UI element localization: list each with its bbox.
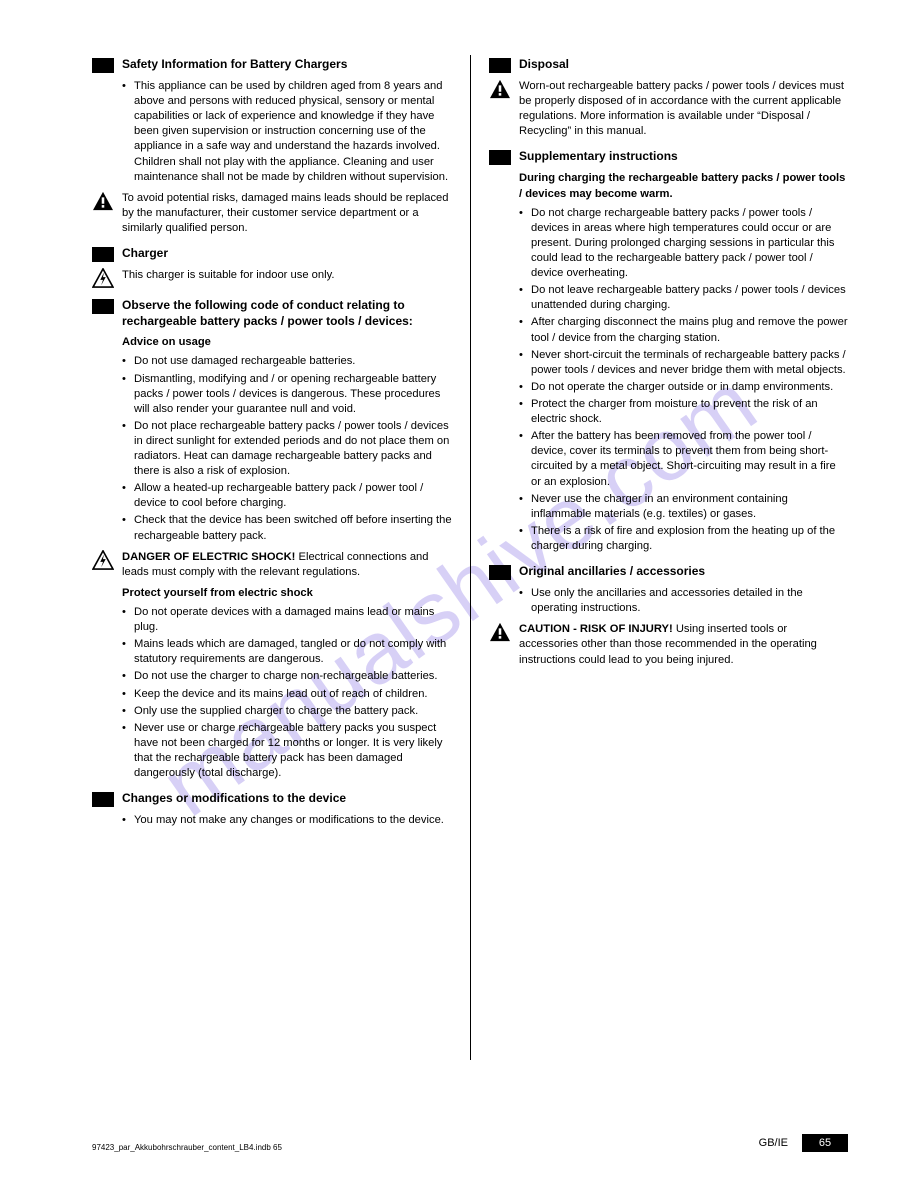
heading-text: Charger xyxy=(122,246,168,262)
caution-text: CAUTION - RISK OF INJURY! Using inserted… xyxy=(519,622,848,667)
page-footer: GB/IE 65 xyxy=(759,1134,848,1152)
warning-icon xyxy=(489,79,511,99)
list-item: Do not place rechargeable battery packs … xyxy=(122,419,452,479)
heading-battery-charger-safety: Safety Information for Battery Chargers xyxy=(92,57,452,73)
heading-text: Original ancillaries / accessories xyxy=(519,564,705,580)
list-item: There is a risk of fire and explosion fr… xyxy=(519,524,848,554)
voltage-text: This charger is suitable for indoor use … xyxy=(122,268,452,283)
heading-accessories: Original ancillaries / accessories xyxy=(489,564,848,580)
heading-conduct: Observe the following code of conduct re… xyxy=(92,298,452,329)
caution-label: CAUTION - RISK OF INJURY! xyxy=(519,623,673,635)
list-usage: Do not use damaged rechargeable batterie… xyxy=(122,354,452,543)
heading-marker xyxy=(489,58,511,73)
list-item: This appliance can be used by children a… xyxy=(122,79,452,185)
heading-supplementary: Supplementary instructions xyxy=(489,149,848,165)
list-item: Mains leads which are damaged, tangled o… xyxy=(122,637,452,667)
heading-modifications: Changes or modifications to the device xyxy=(92,791,452,807)
list-item: Never short-circuit the terminals of rec… xyxy=(519,348,848,378)
warning-icon xyxy=(92,191,114,211)
list-item: Check that the device has been switched … xyxy=(122,513,452,543)
advice-usage: Advice on usage xyxy=(122,335,452,350)
list-item: Allow a heated-up rechargeable battery p… xyxy=(122,481,452,511)
advice-shock: Protect yourself from electric shock xyxy=(122,586,452,601)
list-item: After the battery has been removed from … xyxy=(519,429,848,489)
list-item: You may not make any changes or modifica… xyxy=(122,813,452,828)
list-item: Never use or charge rechargeable battery… xyxy=(122,721,452,781)
caution-row: CAUTION - RISK OF INJURY! Using inserted… xyxy=(489,622,848,667)
list-item: Dismantling, modifying and / or opening … xyxy=(122,372,452,417)
list-item: Keep the device and its mains lead out o… xyxy=(122,687,452,702)
heading-text: Safety Information for Battery Chargers xyxy=(122,57,347,73)
list-item: Do not use the charger to charge non-rec… xyxy=(122,669,452,684)
voltage-danger-text: DANGER OF ELECTRIC SHOCK! Electrical con… xyxy=(122,550,452,580)
warning-disposal-row: Worn-out rechargeable battery packs / po… xyxy=(489,79,848,139)
list-item: Do not leave rechargeable battery packs … xyxy=(519,283,848,313)
danger-label: DANGER OF ELECTRIC SHOCK! xyxy=(122,551,295,563)
heading-marker xyxy=(92,792,114,807)
voltage-danger-row: DANGER OF ELECTRIC SHOCK! Electrical con… xyxy=(92,550,452,580)
heading-text: Observe the following code of conduct re… xyxy=(122,298,452,329)
subhead-charging-warm: During charging the rechargeable battery… xyxy=(519,171,848,201)
warning-text: To avoid potential risks, damaged mains … xyxy=(122,191,452,236)
doc-id: 97423_par_Akkubohrschrauber_content_LB4.… xyxy=(92,1143,282,1152)
list-item: Do not operate the charger outside or in… xyxy=(519,380,848,395)
footer-lang: GB/IE xyxy=(759,1137,788,1149)
heading-marker xyxy=(489,150,511,165)
heading-marker xyxy=(92,58,114,73)
voltage-icon xyxy=(92,268,114,288)
left-column: Safety Information for Battery Chargers … xyxy=(92,55,470,1060)
page-content: Safety Information for Battery Chargers … xyxy=(0,0,918,1100)
heading-charger: Charger xyxy=(92,246,452,262)
list-safety-info: This appliance can be used by children a… xyxy=(122,79,452,185)
voltage-icon xyxy=(92,550,114,570)
heading-text: Supplementary instructions xyxy=(519,149,678,165)
heading-text: Changes or modifications to the device xyxy=(122,791,346,807)
heading-disposal: Disposal xyxy=(489,57,848,73)
list-shock: Do not operate devices with a damaged ma… xyxy=(122,605,452,781)
heading-marker xyxy=(92,247,114,262)
heading-marker xyxy=(489,565,511,580)
list-accessories: Use only the ancillaries and accessories… xyxy=(519,586,848,616)
list-mod: You may not make any changes or modifica… xyxy=(122,813,452,828)
list-item: Do not charge rechargeable battery packs… xyxy=(519,206,848,282)
list-item: Use only the ancillaries and accessories… xyxy=(519,586,848,616)
list-item: Protect the charger from moisture to pre… xyxy=(519,397,848,427)
list-item: Do not operate devices with a damaged ma… xyxy=(122,605,452,635)
list-item: Do not use damaged rechargeable batterie… xyxy=(122,354,452,369)
list-item: After charging disconnect the mains plug… xyxy=(519,315,848,345)
right-column: Disposal Worn-out rechargeable battery p… xyxy=(470,55,848,1060)
voltage-row: This charger is suitable for indoor use … xyxy=(92,268,452,288)
list-supplementary: Do not charge rechargeable battery packs… xyxy=(519,206,848,554)
page-number: 65 xyxy=(802,1134,848,1152)
list-item: Only use the supplied charger to charge … xyxy=(122,704,452,719)
warning-icon xyxy=(489,622,511,642)
heading-text: Disposal xyxy=(519,57,569,73)
list-item: Never use the charger in an environment … xyxy=(519,492,848,522)
warning-text: Worn-out rechargeable battery packs / po… xyxy=(519,79,848,139)
heading-marker xyxy=(92,299,114,314)
warning-row: To avoid potential risks, damaged mains … xyxy=(92,191,452,236)
